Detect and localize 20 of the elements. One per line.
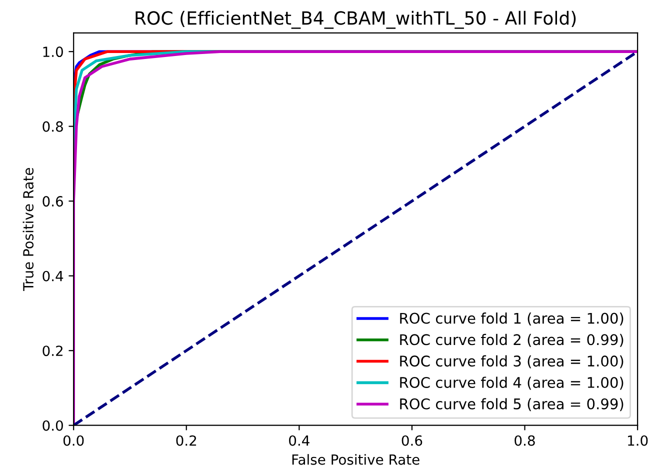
y-axis-title: True Positive Rate bbox=[22, 168, 34, 292]
x-axis-title: False Positive Rate bbox=[292, 454, 420, 465]
y-tick-label: 0.0 bbox=[42, 420, 63, 431]
x-tick-label: 1.0 bbox=[628, 435, 648, 446]
x-tick-label: 0.0 bbox=[63, 435, 84, 446]
y-tick-label: 0.2 bbox=[42, 346, 62, 356]
y-tick-label: 0.6 bbox=[42, 196, 63, 207]
y-tick-label: 0.4 bbox=[42, 270, 64, 282]
chart-title: ROC (EfficientNet_B4_CBAM_withTL_50 - All Fold) bbox=[136, 10, 576, 29]
legend-label: ROC curve fold 1 (area = 1.00) bbox=[400, 312, 624, 326]
legend-label: ROC curve fold 2 (area = 0.99) bbox=[400, 334, 624, 347]
y-tick-label: 1.0 bbox=[43, 46, 63, 58]
x-tick-label: 0.8 bbox=[514, 435, 535, 446]
x-tick-label: 0.4 bbox=[289, 435, 310, 446]
legend-label: ROC curve fold 3 (area = 1.00) bbox=[400, 355, 624, 368]
legend-label: ROC curve fold 5 (area = 0.99) bbox=[400, 398, 624, 412]
legend-label: ROC curve fold 4 (area = 1.00) bbox=[400, 376, 624, 390]
y-tick-label: 0.8 bbox=[42, 121, 63, 132]
x-tick-label: 0.2 bbox=[176, 435, 196, 446]
x-tick-label: 0.6 bbox=[402, 435, 422, 446]
